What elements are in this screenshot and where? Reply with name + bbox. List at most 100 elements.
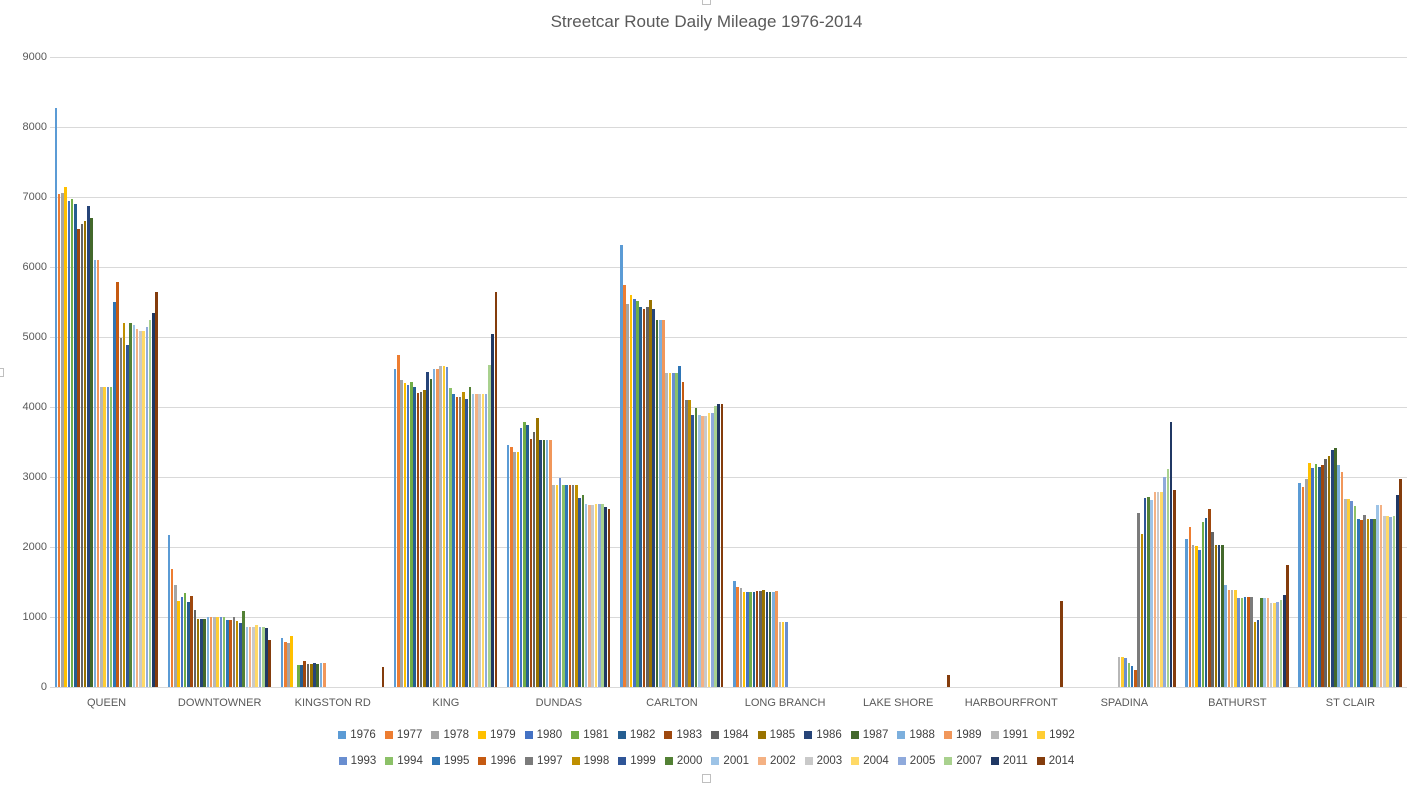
bar-king-1987 <box>429 379 433 687</box>
bar-carlton-1996 <box>681 381 685 687</box>
bar-st-clair-2002 <box>1379 505 1383 687</box>
bar-king-2007 <box>488 365 491 687</box>
bar-st-clair-1993 <box>1350 500 1354 687</box>
bar-king-1988 <box>432 368 436 687</box>
bar-carlton-1981 <box>636 300 639 687</box>
legend-item-2000[interactable]: 2000 <box>664 755 702 767</box>
legend-label: 1980 <box>536 729 563 741</box>
bar-spadina-1993 <box>1124 657 1127 687</box>
bar-spadina-1995 <box>1130 666 1134 687</box>
bar-downtowner-1979 <box>177 600 180 687</box>
legend-item-1994[interactable]: 1994 <box>385 755 423 767</box>
bar-downtowner-1980 <box>180 597 184 687</box>
legend-item-2004[interactable]: 2004 <box>851 755 889 767</box>
legend-swatch <box>897 757 906 765</box>
legend-item-1997[interactable]: 1997 <box>525 755 563 767</box>
legend-swatch <box>851 757 860 765</box>
bar-kingston-rd-1986 <box>313 663 316 687</box>
legend-item-1991[interactable]: 1991 <box>990 729 1029 741</box>
legend-label: 2003 <box>816 755 843 767</box>
legend-item-2003[interactable]: 2003 <box>804 755 843 767</box>
legend-label: 1976 <box>350 729 376 741</box>
bar-king-1981 <box>410 381 413 687</box>
bar-kingston-rd-1982 <box>300 665 303 688</box>
bar-long-branch-1978 <box>739 588 743 687</box>
legend-swatch <box>990 731 999 739</box>
legend-item-1988[interactable]: 1988 <box>897 729 935 741</box>
y-axis-label: 6000 <box>22 261 47 273</box>
bar-queen-2003 <box>139 330 142 687</box>
bar-queen-1979 <box>64 186 67 687</box>
bar-st-clair-1994 <box>1353 506 1357 687</box>
bar-king-2005 <box>484 393 488 687</box>
bar-king-2002 <box>475 393 478 687</box>
bar-king-1986 <box>426 372 429 687</box>
bar-dundas-1980 <box>519 428 523 687</box>
legend-item-1982[interactable]: 1982 <box>617 729 655 741</box>
bar-downtowner-2005 <box>258 626 262 687</box>
bar-carlton-1983 <box>642 309 646 687</box>
bar-carlton-2001 <box>697 414 701 687</box>
bar-spadina-2002 <box>1153 491 1157 687</box>
bar-kingston-rd-1987 <box>316 663 320 687</box>
chart-legend-row-2: 1993 1994 1995 1996 1997 1998 1999 2000 2001 2002… <box>0 755 1413 767</box>
bar-downtowner-1982 <box>187 601 190 687</box>
bar-st-clair-2000 <box>1373 519 1376 688</box>
legend-item-1978[interactable]: 1978 <box>431 729 469 741</box>
bar-king-2000 <box>468 387 472 687</box>
legend-item-1993[interactable]: 1993 <box>338 755 376 767</box>
legend-item-1986[interactable]: 1986 <box>804 729 842 741</box>
legend-item-1989[interactable]: 1989 <box>943 729 982 741</box>
legend-item-1979[interactable]: 1979 <box>478 729 516 741</box>
legend-item-1984[interactable]: 1984 <box>711 729 749 741</box>
gridline <box>50 197 1407 198</box>
x-axis-label: CARLTON <box>646 697 698 709</box>
legend-item-1976[interactable]: 1976 <box>338 729 376 741</box>
bar-downtowner-1987 <box>203 618 206 688</box>
legend-label: 1995 <box>443 755 470 767</box>
bar-st-clair-1997 <box>1363 515 1367 687</box>
bar-dundas-1985 <box>536 418 539 687</box>
legend-item-1987[interactable]: 1987 <box>850 729 888 741</box>
gridline <box>50 337 1407 338</box>
legend-item-1983[interactable]: 1983 <box>664 729 702 741</box>
bar-spadina-1991 <box>1117 656 1121 687</box>
bar-dundas-1991 <box>552 484 555 687</box>
resize-handle-top[interactable] <box>702 0 711 5</box>
legend-item-1980[interactable]: 1980 <box>524 729 563 741</box>
legend-item-1992[interactable]: 1992 <box>1037 729 1075 741</box>
bar-dundas-1994 <box>562 484 565 687</box>
bar-king-1994 <box>449 388 452 687</box>
legend-item-2011[interactable]: 2011 <box>990 755 1028 767</box>
legend-item-2001[interactable]: 2001 <box>711 755 749 767</box>
legend-item-1996[interactable]: 1996 <box>478 755 516 767</box>
bar-st-clair-1982 <box>1317 466 1321 687</box>
x-axis-label: LAKE SHORE <box>862 697 934 709</box>
resize-handle-bottom[interactable] <box>702 774 711 783</box>
legend-label: 2007 <box>956 755 982 767</box>
legend-swatch <box>571 757 580 765</box>
legend-item-1977[interactable]: 1977 <box>384 729 422 741</box>
bar-queen-1982 <box>74 204 77 687</box>
bar-bathurst-2004 <box>1273 603 1276 687</box>
bar-kingston-rd-1978 <box>287 642 290 687</box>
legend-label: 1991 <box>1002 729 1029 741</box>
legend-item-1999[interactable]: 1999 <box>618 755 656 767</box>
legend-item-2002[interactable]: 2002 <box>758 755 796 767</box>
legend-item-2005[interactable]: 2005 <box>897 755 935 767</box>
legend-item-1985[interactable]: 1985 <box>757 729 795 741</box>
legend-item-1995[interactable]: 1995 <box>431 755 470 767</box>
bar-st-clair-1991 <box>1343 499 1347 687</box>
resize-handle-left[interactable] <box>0 368 4 377</box>
gridline <box>50 127 1407 128</box>
legend-item-2014[interactable]: 2014 <box>1036 755 1074 767</box>
bar-downtowner-2011 <box>265 628 268 687</box>
bar-carlton-1984 <box>645 306 649 687</box>
bar-long-branch-1988 <box>772 591 775 687</box>
gridline <box>50 407 1407 408</box>
legend-item-1998[interactable]: 1998 <box>571 755 609 767</box>
bar-bathurst-1980 <box>1198 549 1201 687</box>
legend-item-1981[interactable]: 1981 <box>571 729 609 741</box>
bar-st-clair-1995 <box>1356 519 1360 688</box>
legend-item-2007[interactable]: 2007 <box>944 755 982 767</box>
